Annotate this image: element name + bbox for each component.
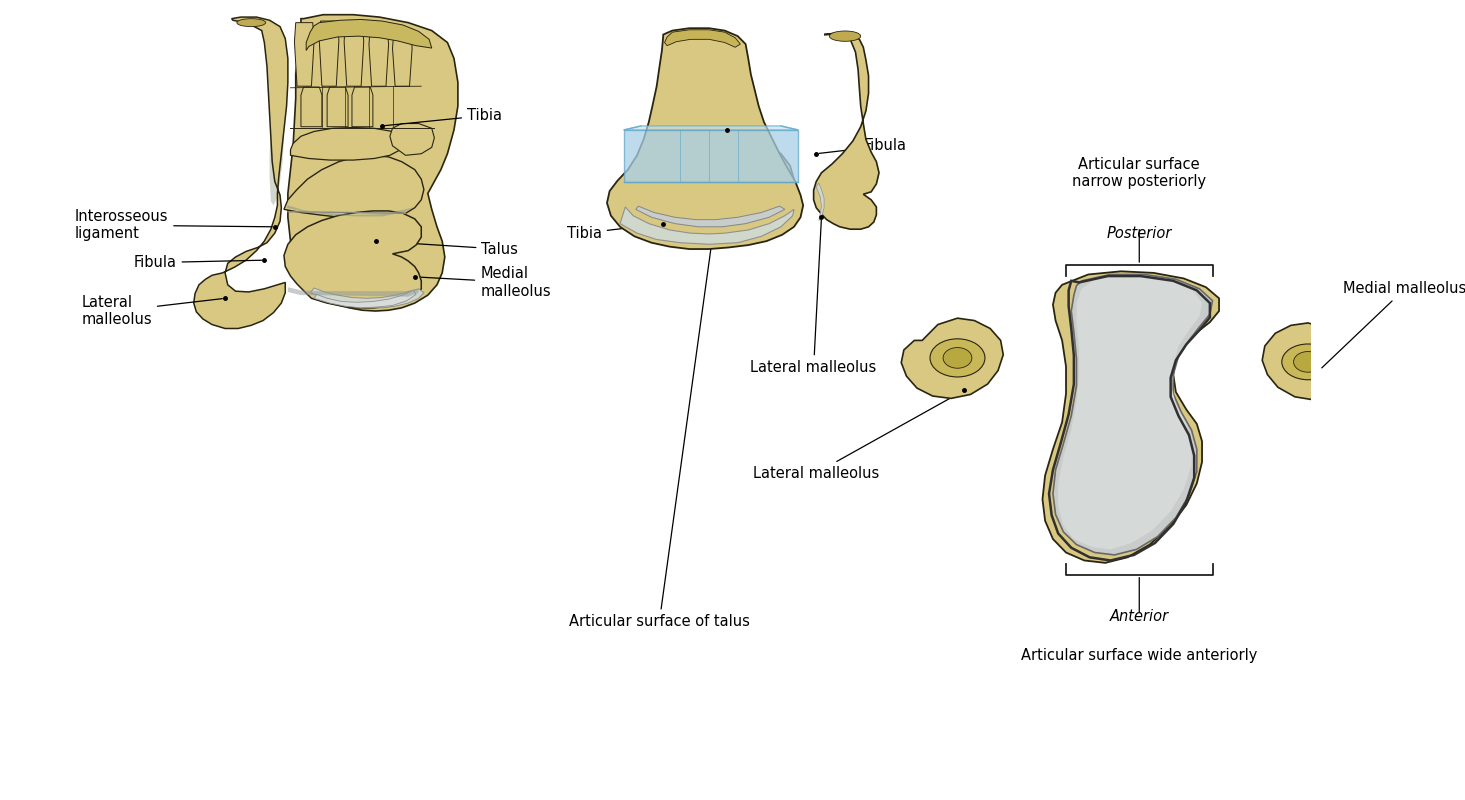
- Polygon shape: [314, 290, 416, 308]
- Polygon shape: [284, 211, 422, 308]
- Polygon shape: [624, 130, 798, 182]
- Polygon shape: [1053, 274, 1213, 555]
- Text: Medial malleolus: Medial malleolus: [1321, 282, 1465, 368]
- Polygon shape: [287, 206, 415, 217]
- Polygon shape: [1263, 323, 1364, 400]
- Polygon shape: [294, 22, 314, 86]
- Polygon shape: [289, 287, 419, 297]
- Polygon shape: [352, 87, 374, 126]
- Polygon shape: [369, 26, 388, 86]
- Text: Anterior: Anterior: [1109, 609, 1169, 623]
- Polygon shape: [624, 135, 794, 229]
- Polygon shape: [813, 33, 879, 229]
- Polygon shape: [264, 34, 284, 206]
- Polygon shape: [319, 21, 338, 86]
- Ellipse shape: [943, 347, 971, 368]
- Polygon shape: [284, 155, 423, 218]
- Polygon shape: [344, 22, 363, 86]
- Polygon shape: [636, 206, 785, 227]
- Polygon shape: [327, 87, 349, 126]
- Ellipse shape: [930, 339, 984, 377]
- Ellipse shape: [237, 18, 265, 26]
- Text: Medial
malleolus: Medial malleolus: [418, 266, 551, 298]
- Polygon shape: [300, 87, 322, 126]
- Polygon shape: [665, 30, 740, 47]
- Polygon shape: [290, 127, 406, 160]
- Text: Tibia: Tibia: [567, 224, 661, 241]
- Polygon shape: [193, 17, 289, 329]
- Polygon shape: [311, 288, 423, 308]
- Text: Posterior: Posterior: [1106, 226, 1172, 241]
- Text: Articular surface wide anteriorly: Articular surface wide anteriorly: [1021, 648, 1257, 663]
- Polygon shape: [624, 126, 798, 130]
- Text: Articular surface
narrow posteriorly: Articular surface narrow posteriorly: [1072, 157, 1206, 190]
- Polygon shape: [901, 318, 1004, 398]
- Polygon shape: [289, 14, 459, 311]
- Ellipse shape: [829, 31, 861, 42]
- Polygon shape: [816, 183, 825, 221]
- Polygon shape: [620, 207, 794, 244]
- Text: Interosseous
ligament: Interosseous ligament: [75, 209, 272, 242]
- Polygon shape: [390, 123, 434, 155]
- Text: Lateral malleolus: Lateral malleolus: [753, 392, 961, 481]
- Polygon shape: [393, 32, 412, 86]
- Text: Fibula: Fibula: [819, 138, 907, 154]
- Text: Tibia: Tibia: [385, 108, 502, 126]
- Text: Talus: Talus: [378, 242, 519, 257]
- Polygon shape: [306, 19, 432, 50]
- Polygon shape: [1043, 271, 1219, 563]
- Polygon shape: [1058, 276, 1203, 550]
- Text: Fibula: Fibula: [133, 255, 262, 270]
- Ellipse shape: [1294, 351, 1323, 372]
- Polygon shape: [607, 28, 803, 249]
- Ellipse shape: [1282, 344, 1335, 380]
- Text: Lateral
malleolus: Lateral malleolus: [81, 295, 223, 327]
- Text: Articular surface of talus: Articular surface of talus: [568, 133, 750, 630]
- Text: Lateral malleolus: Lateral malleolus: [750, 220, 876, 375]
